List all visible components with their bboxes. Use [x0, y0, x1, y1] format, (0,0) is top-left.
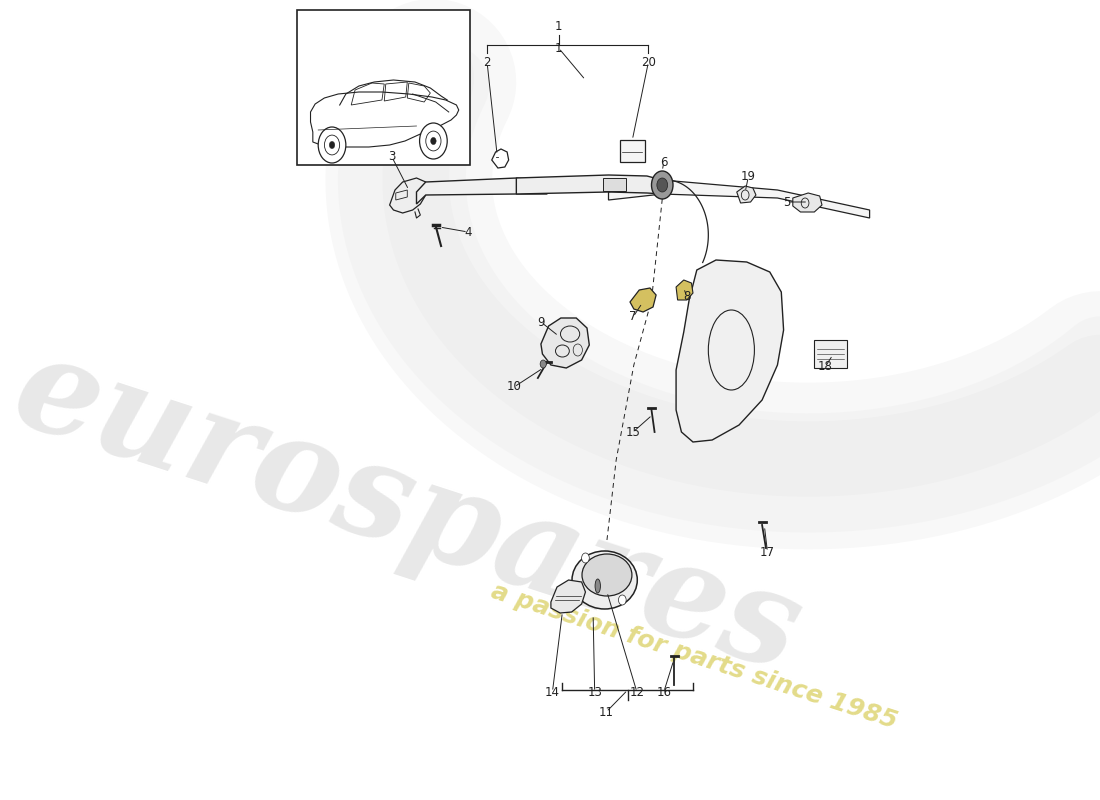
Circle shape — [318, 127, 345, 163]
Polygon shape — [417, 178, 547, 204]
Text: 14: 14 — [544, 686, 560, 698]
Polygon shape — [516, 175, 662, 194]
Text: eurospares: eurospares — [0, 324, 816, 700]
Ellipse shape — [582, 554, 631, 596]
Circle shape — [618, 595, 626, 605]
Bar — [814, 340, 847, 368]
Text: 13: 13 — [587, 686, 602, 698]
Ellipse shape — [595, 579, 601, 593]
Circle shape — [329, 142, 334, 149]
Polygon shape — [541, 318, 590, 368]
Text: 17: 17 — [760, 546, 775, 558]
Text: 9: 9 — [537, 315, 544, 329]
Text: a passion for parts since 1985: a passion for parts since 1985 — [488, 579, 901, 733]
Text: 3: 3 — [388, 150, 396, 163]
Polygon shape — [676, 260, 783, 442]
Polygon shape — [608, 180, 870, 218]
Text: 12: 12 — [629, 686, 645, 698]
Text: 6: 6 — [660, 155, 668, 169]
Text: 10: 10 — [507, 381, 521, 394]
Polygon shape — [676, 280, 693, 300]
Circle shape — [430, 138, 437, 145]
Polygon shape — [630, 288, 656, 312]
Text: 20: 20 — [641, 55, 656, 69]
Polygon shape — [551, 580, 585, 613]
Text: 5: 5 — [783, 195, 791, 209]
Text: 8: 8 — [683, 290, 691, 303]
Bar — [297, 10, 471, 165]
Text: 7: 7 — [629, 310, 637, 323]
Text: 19: 19 — [740, 170, 756, 183]
Polygon shape — [793, 193, 822, 212]
Polygon shape — [737, 186, 756, 203]
Text: 16: 16 — [657, 686, 671, 698]
Text: 1: 1 — [554, 42, 562, 54]
Text: 15: 15 — [626, 426, 640, 438]
Polygon shape — [389, 178, 426, 213]
Ellipse shape — [572, 551, 637, 609]
Text: 4: 4 — [464, 226, 472, 238]
Text: 18: 18 — [817, 361, 833, 374]
Circle shape — [582, 553, 590, 563]
Bar — [603, 178, 626, 191]
Text: 11: 11 — [598, 706, 614, 718]
Circle shape — [419, 123, 448, 159]
Circle shape — [540, 360, 547, 368]
Text: 2: 2 — [483, 57, 491, 70]
Circle shape — [657, 178, 668, 192]
Bar — [620, 140, 645, 162]
Text: 1: 1 — [554, 21, 562, 34]
Circle shape — [651, 171, 673, 199]
